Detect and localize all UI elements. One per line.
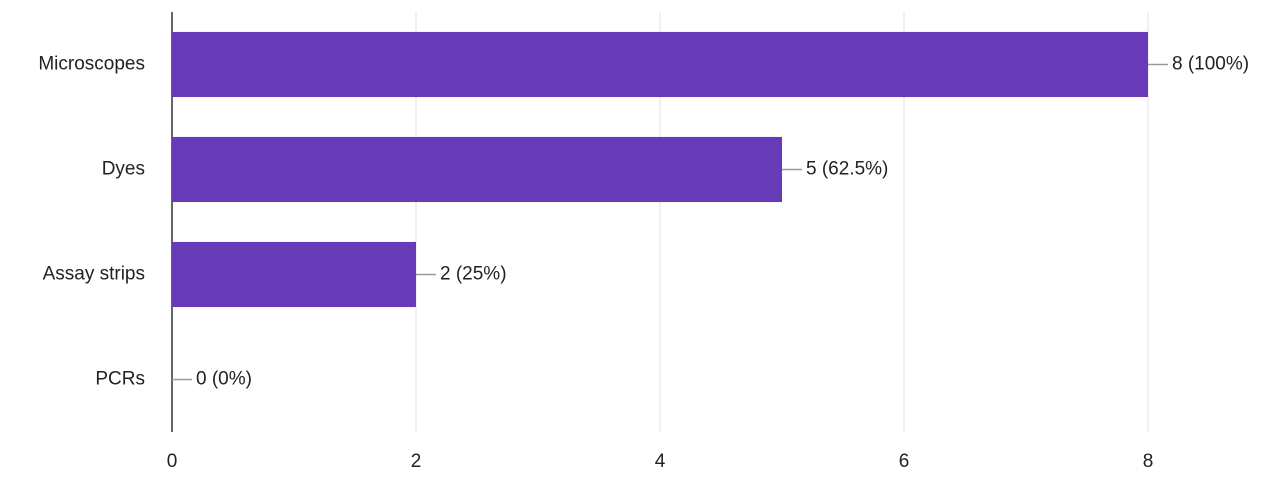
bar <box>172 31 1148 98</box>
x-tick-label: 4 <box>655 451 666 472</box>
value-label: 8 (100%) <box>1172 54 1249 75</box>
value-label: 0 (0%) <box>196 369 252 390</box>
x-tick-label: 2 <box>411 451 422 472</box>
x-tick-label: 8 <box>1143 451 1154 472</box>
x-tick-label: 6 <box>899 451 910 472</box>
bar <box>172 241 416 308</box>
y-tick-label: Dyes <box>102 159 145 180</box>
y-tick-label: Microscopes <box>38 54 145 75</box>
value-label: 2 (25%) <box>440 264 507 285</box>
y-tick-label: Assay strips <box>43 264 145 285</box>
x-tick-label: 0 <box>167 451 178 472</box>
y-tick-label: PCRs <box>95 369 145 390</box>
bar <box>172 136 782 203</box>
value-label: 5 (62.5%) <box>806 159 888 180</box>
